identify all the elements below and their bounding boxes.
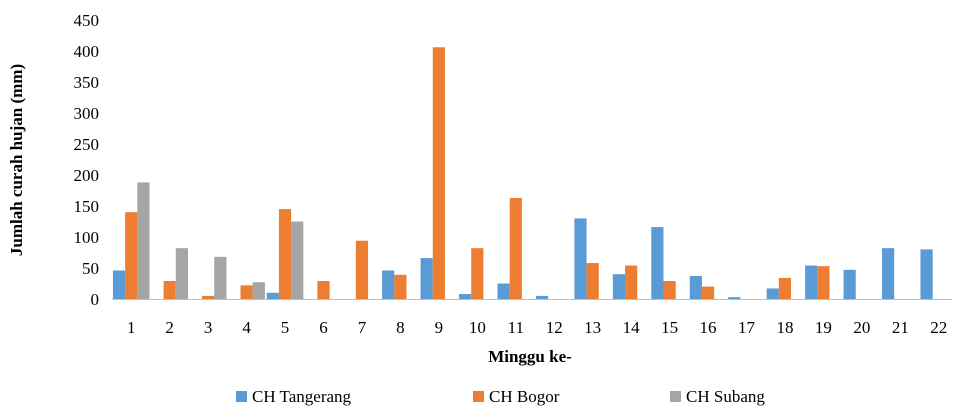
legend: CH Tangerang CH Bogor CH Subang: [236, 387, 765, 406]
bar-ch-bogor-week-18: [778, 277, 792, 299]
x-tick-label: 17: [738, 318, 756, 337]
bar-ch-tangerang-week-5: [266, 292, 279, 299]
legend-label-ch-subang: CH Subang: [686, 387, 765, 406]
bar-ch-tangerang-week-21: [882, 248, 895, 299]
x-tick-label: 5: [281, 318, 290, 337]
bar-ch-bogor-week-13: [586, 263, 599, 299]
bar-ch-bogor-week-7: [355, 240, 369, 299]
y-tick-label: 300: [74, 104, 100, 123]
x-tick-label: 8: [396, 318, 405, 337]
x-tick-label: 19: [815, 318, 832, 337]
x-tick-label: 3: [204, 318, 213, 337]
bar-ch-bogor-week-4: [240, 285, 253, 299]
legend-swatch-ch-bogor: [473, 391, 484, 402]
x-tick-label: 15: [661, 318, 678, 337]
y-tick-label: 350: [74, 73, 100, 92]
x-tick-label: 18: [776, 318, 793, 337]
bar-ch-tangerang-week-19: [805, 265, 818, 299]
bar-ch-bogor-week-9: [432, 47, 445, 299]
x-tick-label: 11: [508, 318, 524, 337]
x-tick-label: 2: [165, 318, 174, 337]
x-tick-label: 22: [930, 318, 947, 337]
bar-ch-tangerang-week-22: [920, 249, 933, 299]
x-tick-label: 21: [892, 318, 909, 337]
x-tick-label: 7: [358, 318, 367, 337]
bar-ch-tangerang-week-9: [420, 258, 433, 299]
bar-ch-tangerang-week-16: [689, 276, 702, 299]
y-tick-label: 250: [74, 135, 100, 154]
x-tick-label: 14: [623, 318, 641, 337]
bar-ch-tangerang-week-8: [382, 270, 395, 299]
y-tick-label: 200: [74, 166, 100, 185]
bar-ch-bogor-week-11: [509, 197, 522, 299]
bar-ch-subang-week-5: [291, 221, 304, 299]
bar-ch-tangerang-week-1: [112, 270, 126, 299]
bar-ch-bogor-week-3: [202, 295, 215, 299]
bar-ch-tangerang-week-13: [574, 218, 587, 299]
bar-ch-bogor-week-19: [817, 266, 830, 299]
x-tick-label: 9: [435, 318, 444, 337]
legend-swatch-ch-subang: [670, 391, 681, 402]
bar-ch-tangerang-week-15: [651, 227, 664, 299]
x-axis-ticks: 1 2 3 4 5 6 7 8 9 10 11 12 13 14 15 16 17 18 19 20 21 22: [127, 318, 947, 337]
bar-ch-tangerang-week-18: [766, 288, 779, 299]
bar-ch-tangerang-week-10: [459, 294, 472, 299]
bar-ch-bogor-week-2: [163, 281, 176, 299]
bar-ch-tangerang-week-12: [535, 295, 549, 299]
bar-ch-bogor-week-1: [125, 212, 138, 299]
bar-ch-tangerang-week-14: [612, 274, 626, 299]
y-tick-label: 400: [74, 42, 100, 61]
bar-ch-bogor-week-6: [317, 281, 330, 299]
bar-ch-bogor-week-10: [471, 248, 484, 299]
bar-ch-bogor-week-15: [663, 281, 676, 299]
bar-ch-subang-week-3: [214, 256, 227, 299]
bar-ch-tangerang-week-20: [843, 269, 856, 299]
x-tick-label: 20: [853, 318, 870, 337]
x-tick-label: 6: [319, 318, 328, 337]
bars-layer: [112, 47, 933, 299]
bar-ch-bogor-week-5: [278, 209, 292, 299]
x-tick-label: 16: [700, 318, 717, 337]
y-axis-ticks: 0 50 100 150 200 250 300 350 400 450: [74, 11, 100, 309]
bar-ch-bogor-week-14: [625, 265, 638, 299]
bar-ch-tangerang-week-11: [497, 283, 510, 299]
bar-ch-subang-week-4: [252, 282, 265, 299]
bar-ch-bogor-week-16: [701, 286, 715, 299]
bar-ch-bogor-week-8: [394, 274, 407, 299]
y-axis-title: Jumlah curah hujan (mm): [7, 64, 26, 256]
legend-label-ch-bogor: CH Bogor: [489, 387, 560, 406]
y-tick-label: 150: [74, 197, 100, 216]
y-tick-label: 450: [74, 11, 100, 30]
x-tick-label: 10: [469, 318, 486, 337]
bar-ch-tangerang-week-17: [728, 297, 741, 299]
bar-ch-subang-week-1: [137, 182, 150, 299]
x-tick-label: 1: [127, 318, 136, 337]
x-tick-label: 4: [242, 318, 251, 337]
legend-swatch-ch-tangerang: [236, 391, 247, 402]
x-axis-title: Minggu ke-: [488, 347, 572, 366]
x-tick-label: 12: [546, 318, 563, 337]
y-tick-label: 0: [91, 290, 100, 309]
y-tick-label: 50: [82, 259, 99, 278]
y-tick-label: 100: [74, 228, 100, 247]
bar-ch-subang-week-2: [175, 248, 188, 299]
x-tick-label: 13: [584, 318, 601, 337]
legend-label-ch-tangerang: CH Tangerang: [252, 387, 352, 406]
